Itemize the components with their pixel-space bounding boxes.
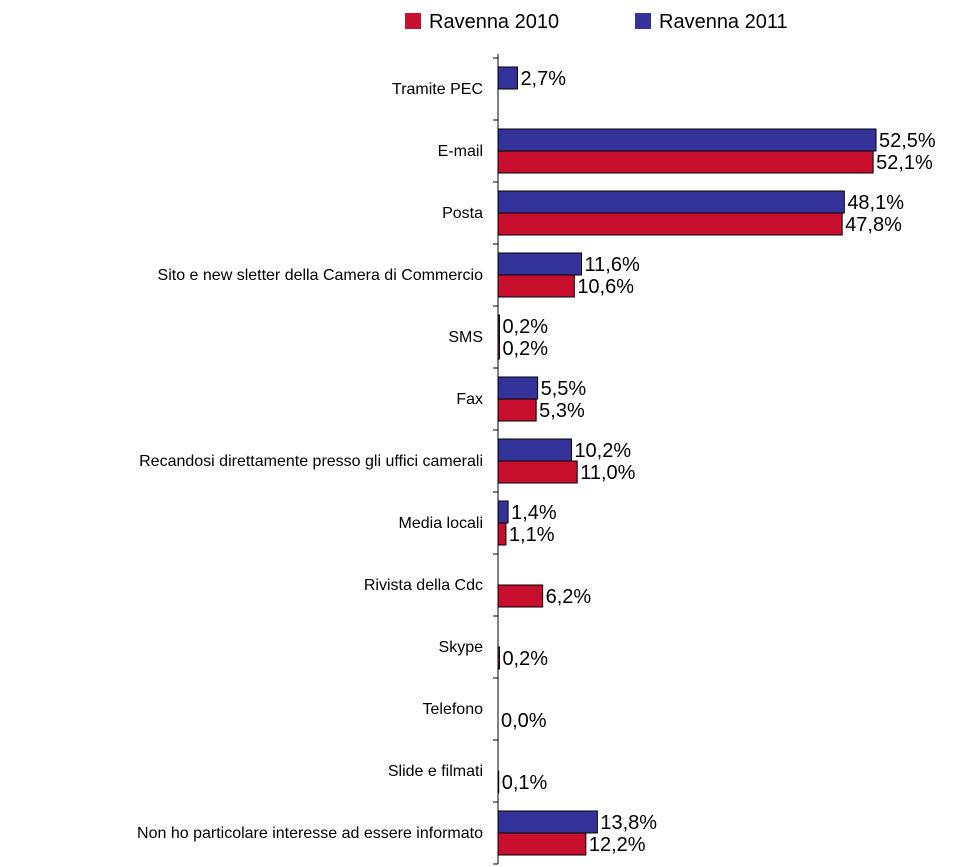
bar-ravenna-2011 — [497, 128, 877, 152]
data-label-ravenna-2010: 0,1% — [502, 772, 548, 794]
bar-ravenna-2011 — [497, 810, 598, 834]
data-label-ravenna-2011: 13,8% — [600, 812, 657, 834]
legend-entry: Ravenna 2011 — [659, 11, 788, 33]
legend-swatch — [405, 13, 421, 29]
data-label-ravenna-2010: 6,2% — [546, 586, 592, 608]
legend-swatch — [635, 13, 651, 29]
value-labels: 2,7%52,5%52,1%48,1%47,8%11,6%10,6%0,2%0,… — [501, 68, 936, 856]
category-label: Tramite PEC — [392, 81, 483, 98]
data-label-ravenna-2011: 52,5% — [879, 130, 936, 152]
data-label-ravenna-2010: 47,8% — [845, 214, 902, 236]
data-label-ravenna-2010: 0,2% — [502, 648, 548, 670]
y-axis — [493, 54, 499, 865]
bar-ravenna-2010 — [497, 150, 874, 174]
bars — [497, 66, 877, 856]
bar-ravenna-2011 — [497, 500, 509, 524]
category-label: Recandosi direttamente presso gli uffici… — [139, 453, 483, 470]
legend-entry: Ravenna 2010 — [429, 11, 559, 33]
bar-ravenna-2011 — [497, 376, 539, 400]
bar-ravenna-2010 — [497, 274, 575, 298]
category-label: Slide e filmati — [388, 763, 483, 780]
data-label-ravenna-2011: 2,7% — [520, 68, 566, 90]
data-label-ravenna-2010: 10,6% — [577, 276, 634, 298]
data-label-ravenna-2011: 10,2% — [574, 440, 631, 462]
data-label-ravenna-2010: 52,1% — [876, 152, 933, 174]
category-label: Media locali — [399, 515, 483, 532]
category-label: SMS — [448, 329, 483, 346]
data-label-ravenna-2011: 1,4% — [511, 502, 557, 524]
data-label-ravenna-2010: 5,3% — [539, 400, 585, 422]
bar-ravenna-2011 — [497, 66, 518, 90]
data-label-ravenna-2010: 0,2% — [502, 338, 548, 360]
legend: Ravenna 2010 Ravenna 2011 — [405, 11, 788, 33]
bar-ravenna-2010 — [497, 522, 507, 546]
data-label-ravenna-2010: 0,0% — [501, 710, 547, 732]
data-label-ravenna-2010: 11,0% — [580, 462, 635, 484]
data-label-ravenna-2011: 0,2% — [502, 316, 548, 338]
bar-ravenna-2010 — [497, 398, 537, 422]
category-label: E-mail — [438, 143, 483, 160]
category-label: Telefono — [423, 701, 484, 718]
category-labels: Tramite PEC E-mail Posta Sito e new sletter… — [137, 81, 483, 842]
category-label: Posta — [442, 205, 483, 222]
data-label-ravenna-2011: 11,6% — [585, 254, 640, 276]
category-label: Rivista della Cdc — [364, 577, 483, 594]
data-label-ravenna-2010: 1,1% — [509, 524, 555, 546]
category-label: Non ho particolare interesse ad essere i… — [137, 825, 483, 842]
bar-ravenna-2010 — [497, 460, 578, 484]
bar-ravenna-2011 — [497, 190, 845, 214]
bar-ravenna-2011 — [497, 252, 583, 276]
category-label: Sito e new sletter della Camera di Comme… — [158, 267, 484, 284]
category-label: Fax — [456, 391, 483, 408]
bar-ravenna-2011 — [497, 438, 572, 462]
data-label-ravenna-2010: 12,2% — [589, 834, 646, 856]
bar-ravenna-2010 — [497, 584, 544, 608]
bar-ravenna-2010 — [497, 832, 587, 856]
data-label-ravenna-2011: 48,1% — [847, 192, 904, 214]
bar-ravenna-2010 — [497, 212, 843, 236]
category-label: Skype — [439, 639, 484, 656]
data-label-ravenna-2011: 5,5% — [541, 378, 587, 400]
